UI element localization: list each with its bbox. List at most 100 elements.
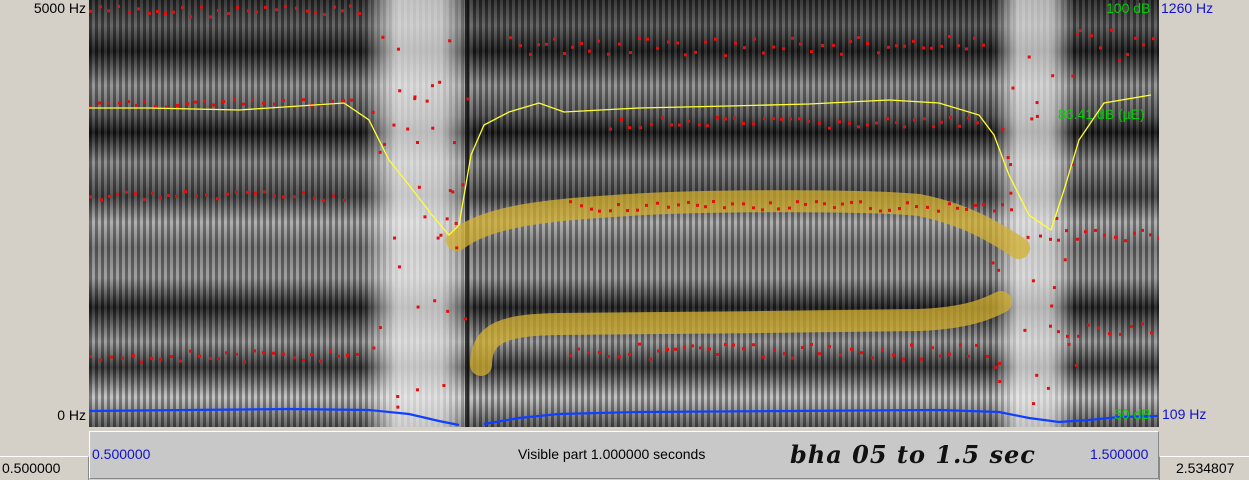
formant-dot (225, 351, 228, 355)
formant-dot (694, 50, 697, 54)
formant-dot (116, 192, 119, 196)
formant-dot (1030, 117, 1034, 121)
formant-dot (903, 44, 906, 48)
formant-dot (275, 8, 278, 12)
formant-dot (913, 118, 916, 122)
formant-dot (164, 12, 167, 16)
formant-dot (438, 80, 442, 84)
formant-dot (910, 343, 913, 347)
formant-dot (857, 36, 860, 40)
formant-dot (135, 103, 138, 107)
formant-dot (886, 117, 889, 121)
formant-dot (189, 349, 192, 353)
formant-dot (1077, 334, 1080, 338)
formant-dot (235, 190, 238, 194)
formant-dot (356, 352, 359, 356)
formant-dot (176, 103, 179, 107)
pitch-bottom-label: 109 Hz (1162, 406, 1207, 422)
formant-dot (832, 43, 835, 47)
formant-dot (127, 100, 130, 104)
formant-dot (1141, 322, 1144, 326)
formant-dot (712, 200, 715, 204)
formant-dot (714, 37, 717, 41)
formant-dot (577, 347, 580, 351)
formant-dot (1026, 235, 1030, 239)
formant-dot (810, 50, 813, 54)
formant-dot (636, 208, 639, 212)
formant-dot (1046, 386, 1050, 390)
formant-dot (273, 194, 276, 198)
formant-dot (869, 207, 872, 211)
formant-dot (416, 305, 420, 309)
formant-dot (319, 359, 322, 363)
freq-top-label: 5000 Hz (33, 0, 86, 16)
formant-dot (284, 4, 287, 8)
formant-dot (976, 121, 979, 125)
formant-dot (108, 194, 111, 198)
formant-dot (791, 356, 794, 360)
window-end-time: 2.534807 (1176, 460, 1235, 476)
formant-dot (415, 388, 419, 392)
formant-dot (773, 348, 776, 352)
formant-dot (452, 141, 456, 145)
formant-dot (448, 39, 452, 43)
formant-dot (563, 52, 566, 56)
formant-dot (165, 105, 168, 109)
formant-dot (99, 5, 102, 9)
formant-dot (397, 265, 401, 269)
formant-dot (857, 125, 860, 129)
formant-dot (923, 117, 926, 121)
formant-dot (1063, 258, 1067, 262)
formant-dot (1075, 32, 1079, 36)
formant-dot (262, 351, 265, 355)
window-start-box[interactable]: 0.500000 (0, 456, 89, 480)
formant-dot (915, 205, 918, 209)
formant-dot (89, 105, 92, 109)
formant-dot (1067, 342, 1071, 346)
formant-dot (416, 140, 420, 144)
formant-dot (89, 9, 92, 13)
formant-dot (956, 206, 959, 210)
formant-dot (626, 209, 629, 213)
formant-dot (939, 354, 942, 358)
formant-dot (445, 217, 449, 221)
formant-dot (656, 46, 659, 50)
window-end-box[interactable]: 2.534807 (1159, 456, 1249, 480)
formant-dot (343, 198, 346, 202)
formant-dot (398, 89, 402, 93)
formant-dot (691, 344, 694, 348)
formant-dot (618, 42, 621, 46)
formant-dot (788, 206, 791, 210)
formant-dot (1057, 238, 1060, 242)
formant-dot (733, 116, 736, 120)
formant-dot (293, 195, 296, 199)
formant-dot (752, 122, 755, 126)
formant-dot (762, 355, 765, 359)
formant-dot (181, 6, 184, 10)
formant-dot (866, 123, 869, 127)
formant-dot (323, 13, 326, 17)
formant-dot (957, 44, 960, 48)
spectrogram-panel[interactable] (89, 0, 1159, 427)
formant-dot (302, 191, 305, 195)
formant-dot (609, 209, 612, 213)
formant-dot (392, 123, 396, 127)
formant-dot (282, 352, 285, 356)
formant-dot (618, 355, 621, 359)
formant-dot (667, 40, 670, 44)
formant-dot (645, 203, 648, 207)
formant-dot (132, 354, 135, 358)
formant-dot (273, 102, 276, 106)
formant-dot (1087, 323, 1090, 327)
intensity-curve (89, 94, 1152, 236)
formant-dot (850, 200, 853, 204)
intensity-bottom-label: 50 dB (1114, 406, 1151, 422)
formant-dot (1124, 239, 1127, 243)
formant-dot (413, 95, 417, 99)
formant-dot (973, 36, 976, 40)
formant-dot (823, 202, 826, 206)
formant-dot (1009, 191, 1013, 195)
formant-dot (810, 343, 813, 347)
formant-dot (272, 351, 275, 355)
formant-dot (358, 12, 361, 16)
